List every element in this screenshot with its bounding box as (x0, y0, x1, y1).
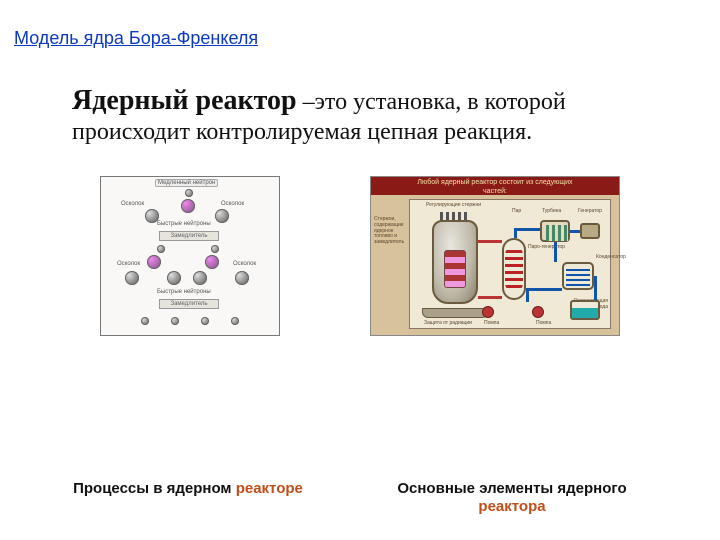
fig1-n-3b (171, 317, 179, 325)
fig1-fragment-label-l2: Осколок (115, 261, 142, 267)
fig2-cooling-water (572, 308, 598, 318)
caption-left-accent: реакторе (236, 480, 303, 497)
caption-left-text: Процессы в ядерном (73, 480, 236, 497)
fig1-fragment-label-r: Осколок (219, 201, 246, 207)
fig1-moderator-1: Замедлитель (159, 231, 219, 241)
fig2-label-generator: Генератор (578, 208, 602, 214)
fig2-banner-line2: частей: (371, 187, 619, 196)
fig2-banner-line1: Любой ядерный реактор состоит из следующ… (371, 178, 619, 187)
definition-paragraph: Ядерный реактор –это установка, в которо… (72, 84, 660, 146)
caption-right-accent: реактора (478, 498, 545, 515)
fig2-pipe-feed-2 (526, 288, 529, 302)
fig2-pipe-gen (570, 230, 580, 233)
fig1-n-2b (211, 245, 219, 253)
fig2-generator (580, 223, 600, 239)
fig2-label-condenser: Конденсатор (596, 254, 614, 260)
bohr-frenkel-model-link[interactable]: Модель ядра Бора-Френкеля (14, 28, 258, 49)
fig2-label-pump2: Помпа (536, 320, 551, 326)
fig1-n-2a (157, 245, 165, 253)
fig2-pipe-cold-1 (478, 296, 502, 299)
figure1-illustration: Медленный нейтрон Осколок Осколок Быстры… (100, 176, 280, 336)
fig2-pipe-steam-up (514, 230, 517, 238)
fig2-pipe-cool-in (594, 276, 597, 300)
fig1-neutron-top (185, 189, 193, 197)
fig2-pipe-turb-cond (554, 242, 557, 262)
fig2-label-steamgen: Паро-генератор (528, 244, 565, 250)
figure2-illustration: Любой ядерный реактор состоит из следующ… (370, 176, 620, 336)
fig1-fragment-2m1 (167, 271, 181, 285)
fig1-fast-neutrons-2: Быстрые нейтроны (155, 289, 213, 295)
fig1-fast-neutrons-1: Быстрые нейтроны (155, 221, 213, 227)
captions-row: Процессы в ядерном реакторе Основные эле… (0, 480, 720, 516)
fig1-n-3c (201, 317, 209, 325)
fig1-n-3a (141, 317, 149, 325)
fig2-label-pump1: Помпа (484, 320, 499, 326)
fig1-moderator-2: Замедлитель (159, 299, 219, 309)
figures-row: Медленный нейтрон Осколок Осколок Быстры… (0, 176, 720, 336)
fig2-panel: Регулирующие стержни Пар Турбина Генерат… (409, 199, 611, 329)
fig2-label-steam: Пар (512, 208, 521, 214)
fig2-condenser-coil (566, 266, 590, 286)
fig2-pipe-feed-1 (526, 288, 562, 291)
fig1-n-3d (231, 317, 239, 325)
fig2-primary-coil (505, 246, 523, 292)
fig2-shield (422, 308, 488, 318)
fig2-turbine (540, 220, 570, 242)
fig2-pump-primary (482, 306, 494, 318)
fig2-pipe-steam-1 (514, 228, 540, 231)
fig1-fragment-label-l: Осколок (119, 201, 146, 207)
caption-left: Процессы в ядерном реакторе (58, 480, 318, 516)
fig2-banner: Любой ядерный реактор состоит из следующ… (371, 177, 619, 195)
fig1-fragment-label-r2: Осколок (231, 261, 258, 267)
fig2-sidebox: Стержни, содержащие ядерное топливо и за… (374, 217, 408, 291)
caption-right: Основные элементы ядерного реактора (362, 480, 662, 516)
fig1-nucleus-2a (147, 255, 161, 269)
fig1-nucleus-2b (205, 255, 219, 269)
caption-right-text: Основные элементы ядерного (397, 480, 626, 497)
fig1-fragment-2m2 (193, 271, 207, 285)
definition-term: Ядерный реактор (72, 85, 297, 116)
fig1-nucleus-1 (181, 199, 195, 213)
fig1-fragment-2r (235, 271, 249, 285)
fig1-fragment-1r (215, 209, 229, 223)
fig2-label-turbine: Турбина (542, 208, 561, 214)
figure-reactor-processes: Медленный нейтрон Осколок Осколок Быстры… (100, 176, 280, 336)
fig2-core (444, 250, 466, 288)
fig2-pump-secondary (532, 306, 544, 318)
fig1-fragment-2l (125, 271, 139, 285)
fig1-slow-neutron-label: Медленный нейтрон (155, 179, 218, 187)
figure-reactor-components: Любой ядерный реактор состоит из следующ… (370, 176, 620, 336)
fig2-label-shield: Защита от радиации (424, 320, 472, 326)
fig2-pipe-hot-1 (478, 240, 502, 243)
fig2-label-rods: Регулирующие стержни (426, 202, 481, 208)
